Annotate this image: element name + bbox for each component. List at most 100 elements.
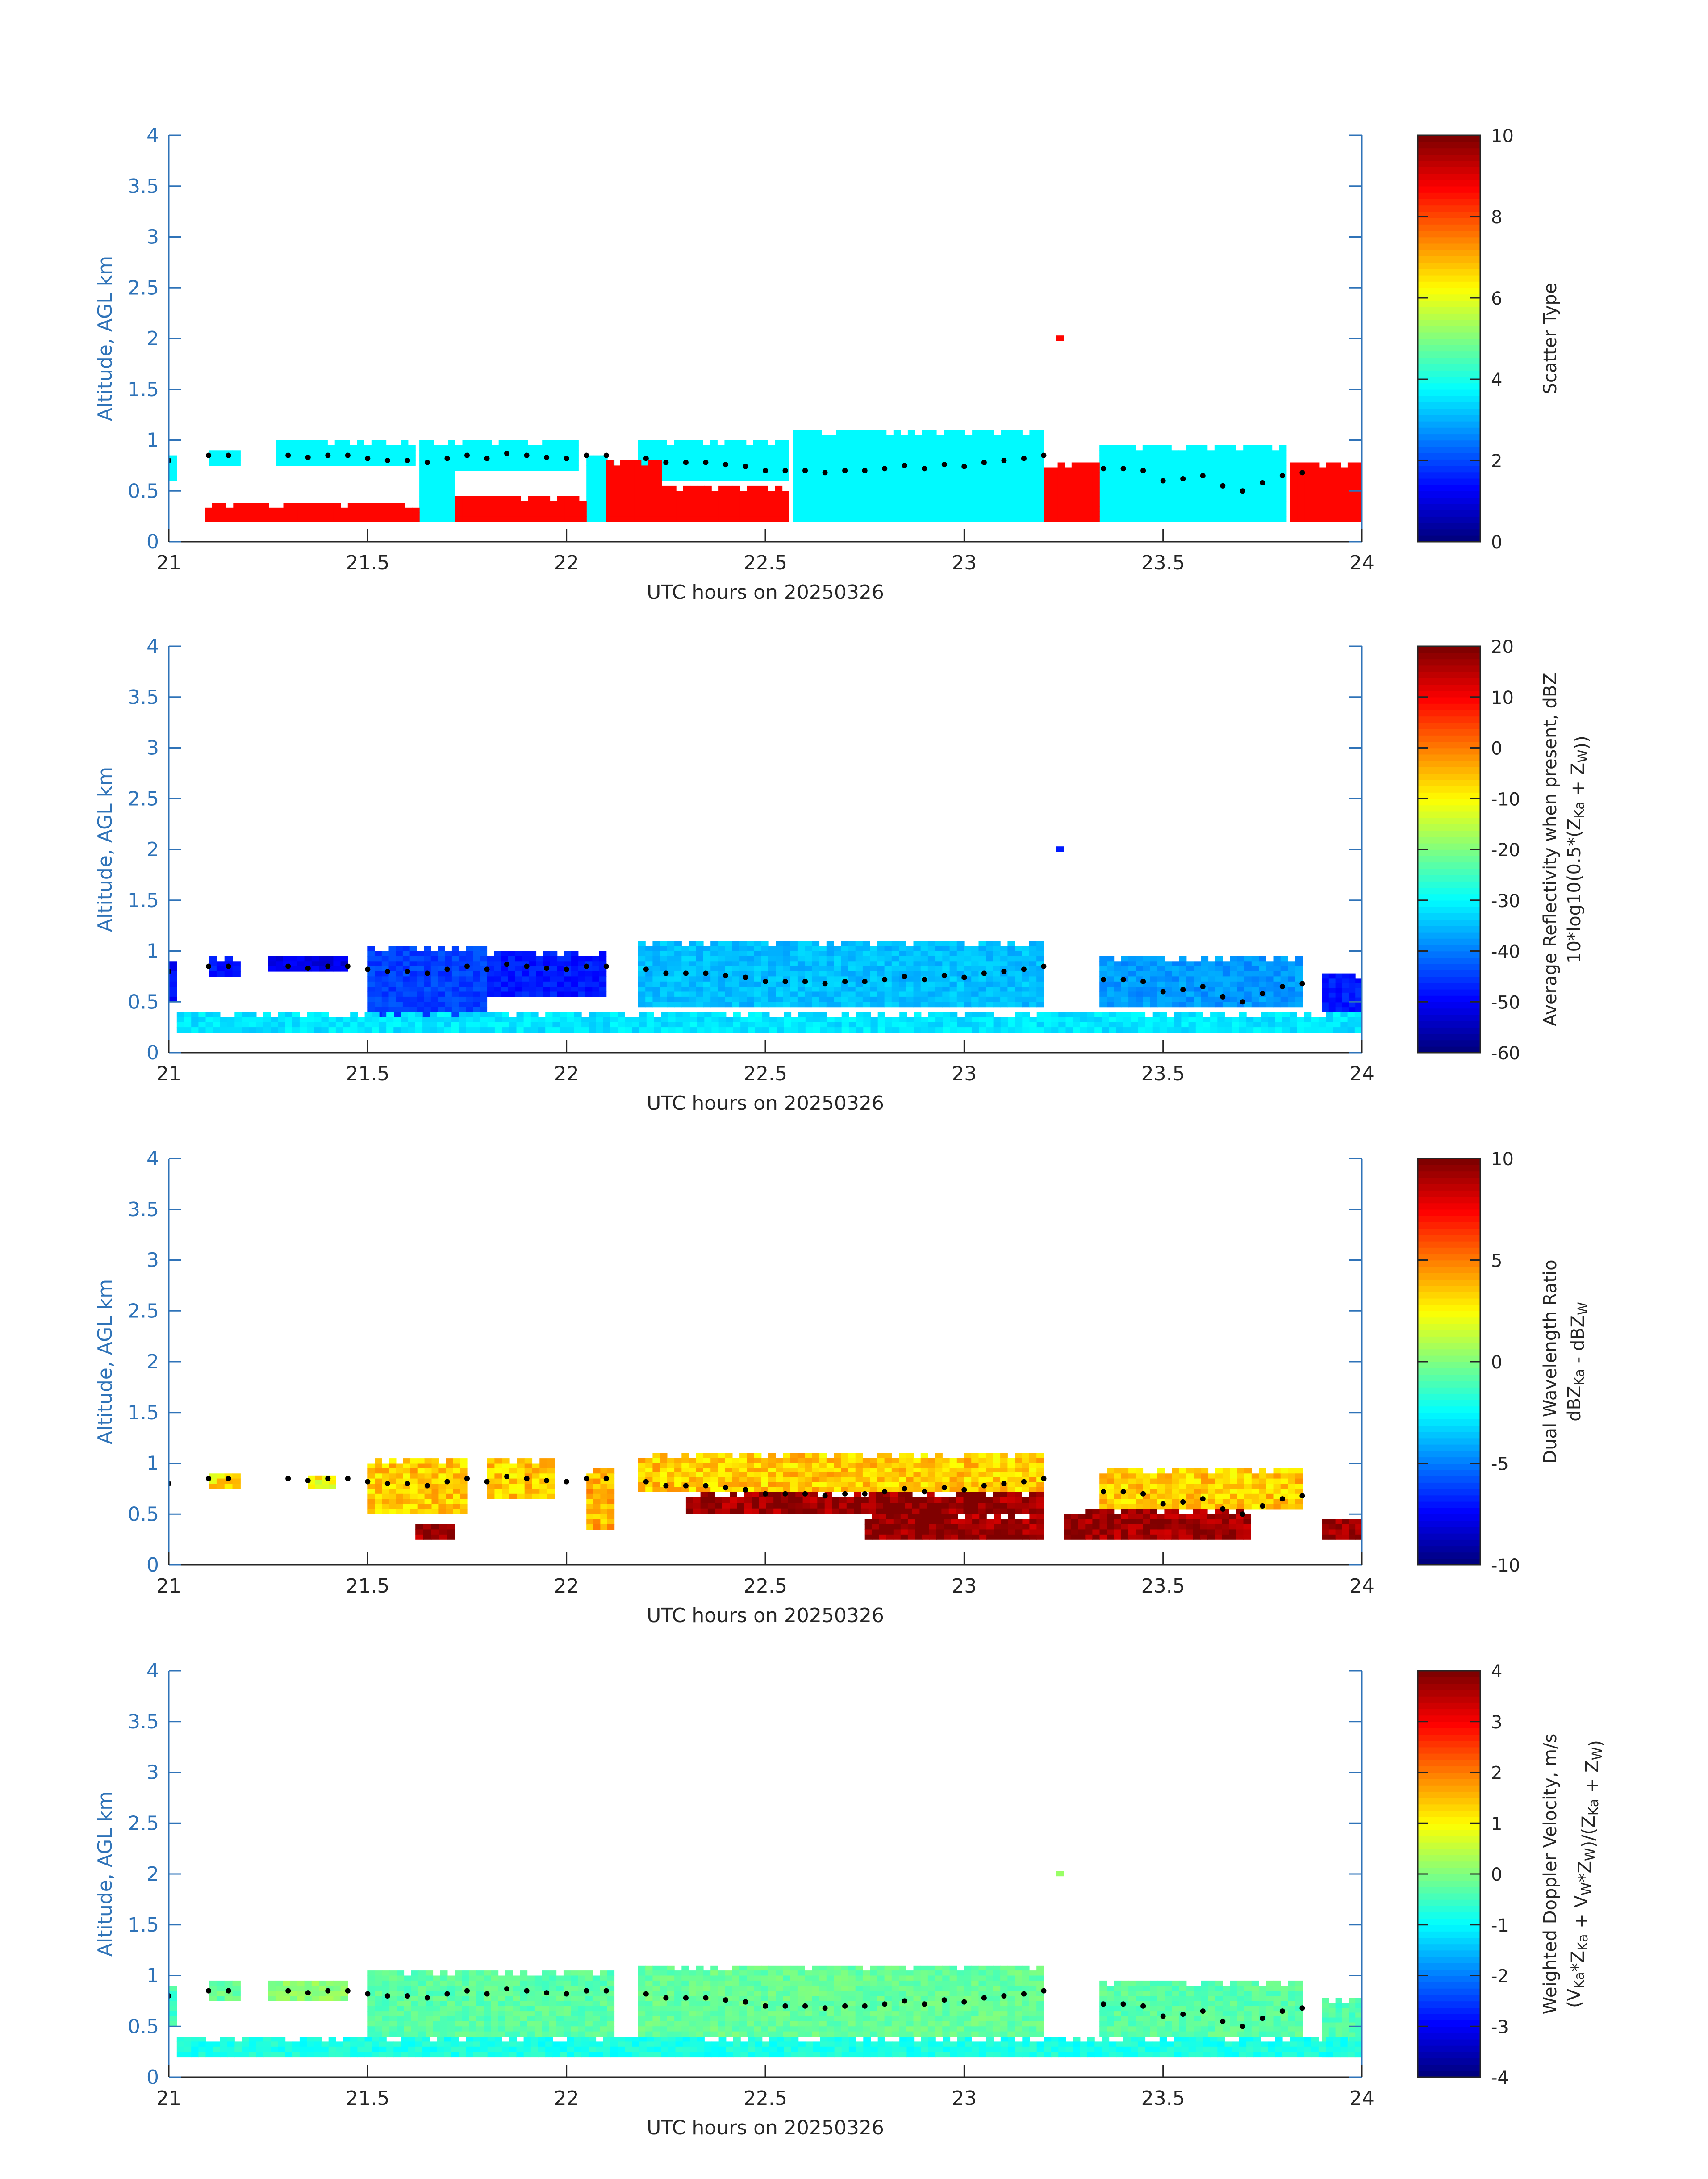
marker-dot bbox=[425, 971, 430, 976]
marker-dot bbox=[922, 1489, 927, 1494]
marker-dot bbox=[544, 966, 549, 971]
x-tick-label: 22.5 bbox=[743, 1062, 787, 1085]
marker-dot bbox=[604, 1476, 609, 1481]
marker-dot bbox=[1101, 466, 1106, 471]
marker-dot bbox=[285, 1988, 291, 1994]
marker-dot bbox=[1260, 1503, 1265, 1509]
echo-region bbox=[419, 440, 455, 522]
marker-dot bbox=[643, 1479, 649, 1484]
y-tick-label: 0 bbox=[146, 1554, 159, 1577]
y-axis-label: Altitude, AGL km bbox=[94, 256, 117, 421]
marker-dot bbox=[285, 964, 291, 969]
marker-dot bbox=[1280, 1496, 1285, 1501]
marker-dot bbox=[1140, 1491, 1146, 1497]
echo-region bbox=[455, 496, 587, 522]
x-tick-label: 24 bbox=[1349, 1062, 1374, 1085]
marker-dot bbox=[1140, 468, 1146, 473]
marker-dot bbox=[464, 1476, 470, 1481]
y-tick-label: 1 bbox=[146, 1965, 159, 1987]
marker-dot bbox=[1200, 1496, 1206, 1501]
marker-dot bbox=[226, 1988, 231, 1994]
colorbar-tick-label: -60 bbox=[1491, 1043, 1520, 1064]
marker-dot bbox=[1220, 994, 1225, 1000]
echo-region bbox=[1322, 974, 1362, 1012]
x-tick-label: 22 bbox=[554, 552, 579, 574]
marker-dot bbox=[504, 962, 509, 967]
colorbar-tick-label: -20 bbox=[1491, 840, 1520, 861]
y-tick-label: 0.5 bbox=[128, 2015, 159, 2038]
y-tick-label: 0.5 bbox=[128, 991, 159, 1013]
marker-dot bbox=[922, 977, 927, 982]
x-tick-label: 22.5 bbox=[743, 2087, 787, 2110]
x-tick-label: 21.5 bbox=[346, 552, 389, 574]
marker-dot bbox=[544, 455, 549, 460]
marker-dot bbox=[1001, 1481, 1006, 1486]
marker-dot bbox=[1299, 470, 1305, 475]
colorbar-label: Scatter Type bbox=[1540, 283, 1561, 394]
marker-dot bbox=[504, 1986, 509, 1991]
marker-dot bbox=[325, 964, 330, 969]
marker-dot bbox=[663, 971, 668, 976]
marker-dot bbox=[743, 975, 748, 980]
marker-dot bbox=[703, 1483, 708, 1489]
y-tick-label: 0.5 bbox=[128, 480, 159, 502]
echo-region bbox=[169, 1986, 177, 2027]
marker-dot bbox=[882, 2001, 887, 2007]
y-tick-label: 3 bbox=[146, 1249, 159, 1272]
marker-dot bbox=[1220, 2019, 1225, 2024]
marker-dot bbox=[902, 1486, 907, 1491]
marker-dot bbox=[1180, 987, 1186, 992]
y-tick-label: 2.5 bbox=[128, 787, 159, 810]
marker-dot bbox=[1200, 2008, 1206, 2014]
marker-dot bbox=[882, 977, 887, 982]
y-tick-label: 4 bbox=[146, 124, 159, 147]
marker-dot bbox=[723, 1997, 728, 2003]
y-tick-label: 0 bbox=[146, 2066, 159, 2089]
echo-region bbox=[1064, 1509, 1251, 1540]
y-tick-label: 4 bbox=[146, 635, 159, 658]
marker-dot bbox=[504, 451, 509, 456]
x-tick-label: 24 bbox=[1349, 2087, 1374, 2110]
echo-region bbox=[455, 440, 579, 471]
x-tick-label: 21.5 bbox=[346, 1575, 389, 1598]
colorbar-tick-label: 2 bbox=[1491, 1763, 1502, 1784]
marker-dot bbox=[961, 1999, 967, 2005]
marker-dot bbox=[365, 1479, 370, 1484]
marker-dot bbox=[385, 1481, 390, 1486]
echo-region bbox=[415, 1524, 455, 1540]
x-axis-label: UTC hours on 20250326 bbox=[647, 1604, 884, 1627]
marker-dot bbox=[1161, 989, 1166, 995]
heatmap-cells bbox=[166, 335, 1362, 522]
y-tick-label: 1.5 bbox=[128, 1914, 159, 1936]
y-tick-label: 3.5 bbox=[128, 686, 159, 709]
echo-region bbox=[662, 486, 789, 522]
x-tick-label: 23 bbox=[952, 552, 977, 574]
marker-dot bbox=[365, 966, 370, 972]
marker-dot bbox=[902, 974, 907, 979]
marker-dot bbox=[683, 971, 689, 976]
colorbar-tick-label: -50 bbox=[1491, 992, 1520, 1013]
marker-dot bbox=[763, 1491, 768, 1497]
marker-dot bbox=[1001, 458, 1006, 463]
marker-dot bbox=[464, 964, 470, 969]
marker-dot bbox=[305, 966, 311, 971]
echo-region bbox=[1099, 1468, 1303, 1510]
colorbar-tick-label: 5 bbox=[1491, 1251, 1502, 1271]
colorbar-tick-label: 6 bbox=[1491, 289, 1502, 309]
y-tick-label: 2.5 bbox=[128, 1812, 159, 1835]
y-tick-label: 4 bbox=[146, 1660, 159, 1682]
marker-dot bbox=[942, 462, 947, 467]
y-tick-label: 1 bbox=[146, 1452, 159, 1475]
marker-dot bbox=[1280, 2008, 1285, 2014]
marker-dot bbox=[305, 1478, 311, 1483]
marker-dot bbox=[1001, 1993, 1006, 1999]
x-tick-label: 23 bbox=[952, 1062, 977, 1085]
marker-dot bbox=[444, 1479, 450, 1484]
marker-dot bbox=[564, 1991, 569, 1996]
marker-dot bbox=[842, 2003, 848, 2009]
marker-dot bbox=[1280, 473, 1285, 478]
marker-dot bbox=[604, 1988, 609, 1994]
